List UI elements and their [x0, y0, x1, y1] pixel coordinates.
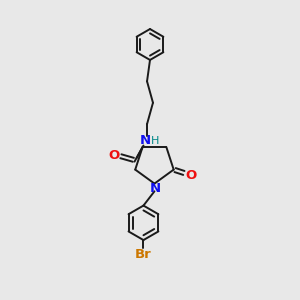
Text: N: N	[149, 182, 161, 195]
Text: N: N	[140, 134, 151, 147]
Text: H: H	[151, 136, 159, 146]
Text: O: O	[108, 149, 119, 162]
Text: O: O	[185, 169, 196, 182]
Text: Br: Br	[135, 248, 152, 260]
